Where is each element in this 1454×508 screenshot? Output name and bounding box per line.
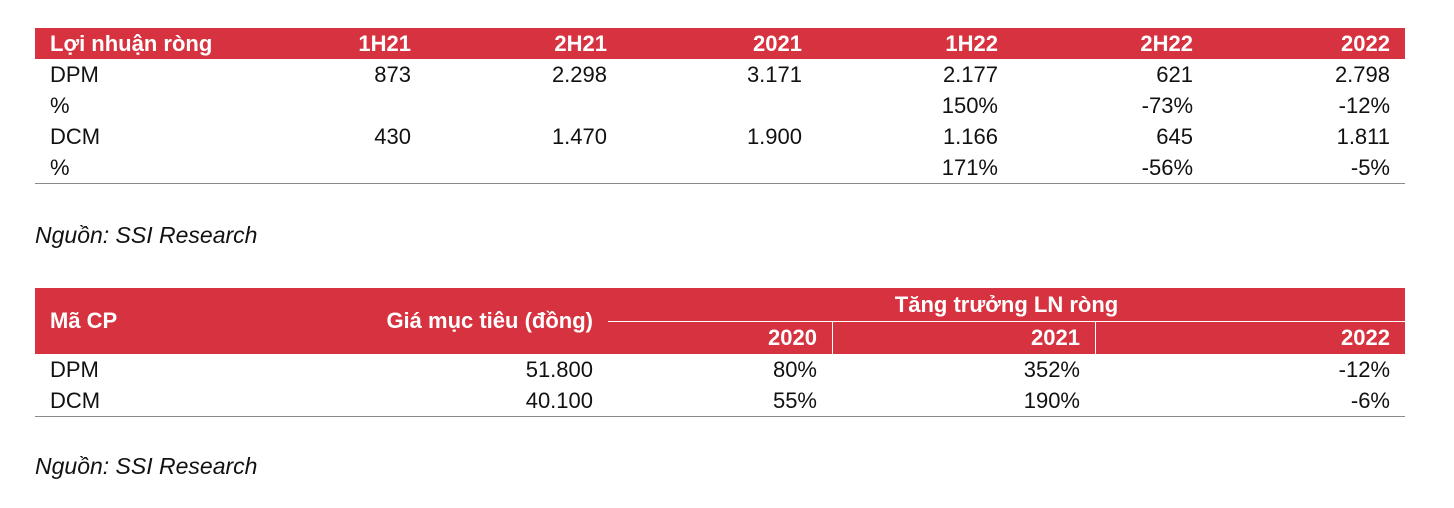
cell-2h21: 2.298 [551, 61, 607, 87]
header-2h22: 2H22 [1140, 30, 1193, 56]
profit-table-header: Lợi nhuận ròng 1H21 2H21 2021 1H22 2H22 … [35, 28, 1405, 59]
header-2021: 2021 [753, 30, 802, 56]
cell-1h21: 430 [374, 123, 411, 149]
profit-table: Lợi nhuận ròng 1H21 2H21 2021 1H22 2H22 … [35, 28, 1405, 184]
source-note: Nguồn: SSI Research [35, 453, 258, 479]
table-row: DCM 40.100 55% 190% -6% [35, 385, 1405, 417]
cell-2021: 352% [1023, 356, 1080, 382]
header-2021: 2021 [1031, 325, 1080, 350]
cell-2021: 190% [1023, 387, 1080, 413]
cell-1h22: 2.177 [942, 61, 998, 87]
target-price-table: Mã CP Giá mục tiêu (đồng) Tăng trưởng LN… [35, 288, 1405, 417]
header-col-divider [832, 322, 833, 354]
cell-2h22: 645 [1156, 123, 1193, 149]
target-price-table-header: Mã CP Giá mục tiêu (đồng) Tăng trưởng LN… [35, 288, 1405, 354]
header-divider [608, 321, 1405, 322]
row-label: % [50, 154, 70, 180]
cell-2022: -12% [1338, 92, 1390, 118]
cell-2022: -5% [1350, 154, 1390, 180]
row-label: DPM [50, 61, 99, 87]
cell-1h22: 1.166 [942, 123, 998, 149]
table-row: DPM 51.800 80% 352% -12% [35, 354, 1405, 385]
cell-2022: -6% [1350, 387, 1390, 413]
header-2022: 2022 [1341, 30, 1390, 56]
cell-gia: 40.100 [525, 387, 593, 413]
cell-2020: 80% [772, 356, 817, 382]
cell-gia: 51.800 [525, 356, 593, 382]
cell-2021: 1.900 [746, 123, 802, 149]
table-row: DPM 873 2.298 3.171 2.177 621 2.798 [35, 59, 1405, 90]
table-row: % 150% -73% -12% [35, 90, 1405, 121]
source-note: Nguồn: SSI Research [35, 222, 258, 248]
header-1h22: 1H22 [945, 30, 998, 56]
cell-2022: 2.798 [1334, 61, 1390, 87]
cell-2022: -12% [1338, 356, 1390, 382]
cell-1h22: 171% [941, 154, 998, 180]
cell-1h22: 150% [941, 92, 998, 118]
row-label: DPM [50, 356, 99, 382]
cell-1h21: 873 [374, 61, 411, 87]
header-ma-cp: Mã CP [50, 308, 118, 333]
header-col-divider [1095, 322, 1096, 354]
cell-2021: 3.171 [746, 61, 802, 87]
table-row: DCM 430 1.470 1.900 1.166 645 1.811 [35, 121, 1405, 152]
header-gia-muc-tieu: Giá mục tiêu (đồng) [386, 308, 593, 333]
header-1h21: 1H21 [358, 30, 411, 56]
cell-2h22: 621 [1156, 61, 1193, 87]
cell-2022: 1.811 [1336, 123, 1390, 149]
header-label: Lợi nhuận ròng [50, 30, 213, 56]
row-label: % [50, 92, 70, 118]
cell-2020: 55% [772, 387, 817, 413]
header-2h21: 2H21 [554, 30, 607, 56]
cell-2h21: 1.470 [551, 123, 607, 149]
header-group-growth: Tăng trưởng LN ròng [894, 292, 1119, 317]
header-2022: 2022 [1341, 325, 1390, 350]
row-label: DCM [50, 387, 101, 413]
row-label: DCM [50, 123, 101, 149]
header-2020: 2020 [768, 325, 817, 350]
cell-2h22: -56% [1141, 154, 1193, 180]
cell-2h22: -73% [1141, 92, 1193, 118]
table-row: % 171% -56% -5% [35, 152, 1405, 184]
